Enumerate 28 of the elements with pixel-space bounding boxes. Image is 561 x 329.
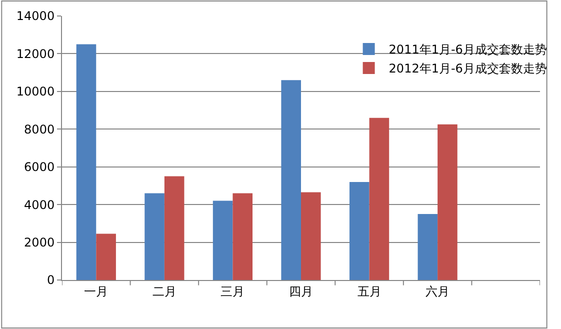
bar (349, 182, 370, 280)
y-tick-label: 2000 (24, 235, 55, 250)
bar (301, 192, 321, 280)
x-tick-label: 五月 (357, 284, 382, 298)
y-tick-label: 6000 (24, 160, 55, 174)
x-tick-label: 二月 (152, 284, 176, 298)
bar (281, 80, 301, 280)
bar (418, 214, 438, 280)
y-tick-label: 4000 (24, 198, 55, 212)
legend-label: 2012年1月-6月成交套数走势 (388, 62, 547, 76)
bar (438, 124, 458, 280)
y-tick-label: 10000 (16, 84, 55, 99)
y-tick-label: 12000 (16, 46, 55, 61)
y-tick-label: 14000 (16, 9, 55, 24)
bar (369, 118, 390, 280)
y-tick-label: 0 (46, 273, 55, 288)
y-tick-label: 8000 (24, 122, 55, 136)
bar (76, 44, 96, 280)
x-tick-label: 四月 (289, 284, 313, 298)
bar (144, 193, 164, 280)
x-tick-label: 一月 (84, 284, 108, 298)
bar (96, 234, 116, 280)
legend-label: 2011年1月-6月成交套数走势 (388, 42, 547, 57)
x-tick-label: 六月 (426, 284, 450, 298)
bar (212, 200, 233, 280)
x-tick-label: 三月 (220, 284, 245, 298)
bar (232, 193, 253, 280)
bar (164, 176, 184, 280)
